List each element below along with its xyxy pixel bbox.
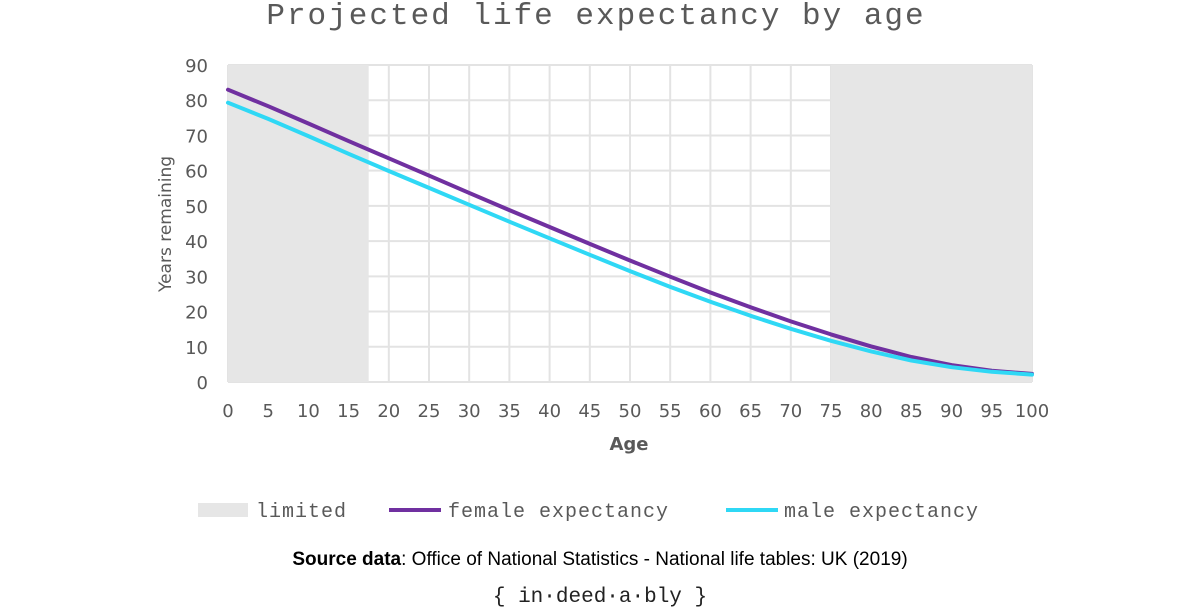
- y-tick-label: 60: [185, 162, 208, 183]
- x-tick-label: 40: [538, 401, 561, 422]
- y-tick-label: 0: [197, 373, 208, 394]
- x-tick-label: 35: [498, 401, 521, 422]
- x-tick-label: 55: [659, 401, 682, 422]
- x-axis-label: Age: [609, 434, 648, 455]
- x-axis-ticks: 0 5 10 15 20 25 30 35 40 45 50 55 60 65 70 75 80 85 90 95 10…: [222, 401, 1049, 422]
- legend-label: limited: [256, 501, 347, 524]
- legend: limited female expectancy male expectancy: [198, 501, 979, 524]
- chart-title: Projected life expectancy by age: [266, 0, 925, 34]
- x-tick-label: 10: [297, 401, 320, 422]
- y-axis-label: Years remaining: [156, 156, 176, 293]
- y-axis-ticks: 0 10 20 30 40 50 60 70 80 90: [185, 56, 208, 394]
- x-tick-label: 75: [820, 401, 843, 422]
- y-tick-label: 70: [185, 126, 208, 147]
- x-tick-label: 0: [222, 401, 233, 422]
- y-tick-label: 30: [185, 267, 208, 288]
- legend-label: female expectancy: [448, 501, 669, 524]
- x-tick-label: 15: [337, 401, 360, 422]
- limited-region: [831, 65, 1032, 382]
- source-label: Source data: [292, 549, 402, 570]
- x-tick-label: 60: [699, 401, 722, 422]
- legend-label: male expectancy: [784, 501, 979, 524]
- x-tick-label: 70: [779, 401, 802, 422]
- x-tick-label: 80: [860, 401, 883, 422]
- female-expectancy-line: [226, 87, 1034, 376]
- legend-swatch-limited: [198, 503, 248, 517]
- x-tick-label: 90: [940, 401, 963, 422]
- source-note: Source data: Office of National Statisti…: [0, 549, 1200, 571]
- x-tick-label: 5: [262, 401, 273, 422]
- y-tick-label: 10: [185, 338, 208, 359]
- brand-logo: { in·deed·a·bly }: [492, 586, 708, 609]
- x-tick-label: 65: [739, 401, 762, 422]
- x-tick-label: 85: [900, 401, 923, 422]
- x-tick-label: 20: [377, 401, 400, 422]
- x-tick-label: 95: [980, 401, 1003, 422]
- x-tick-label: 45: [578, 401, 601, 422]
- series-lines: [226, 87, 1034, 377]
- male-expectancy-line: [226, 100, 1034, 377]
- life-expectancy-chart: Projected life expectancy by age 0 10 20 30…: [156, 0, 1049, 524]
- x-tick-label: 25: [418, 401, 441, 422]
- y-tick-label: 50: [185, 197, 208, 218]
- y-tick-label: 90: [185, 56, 208, 77]
- source-text: : Office of National Statistics - Nation…: [401, 549, 908, 570]
- x-tick-label: 50: [619, 401, 642, 422]
- y-tick-label: 20: [185, 303, 208, 324]
- y-tick-label: 40: [185, 232, 208, 253]
- x-tick-label: 30: [458, 401, 481, 422]
- y-tick-label: 80: [185, 91, 208, 112]
- x-tick-label: 100: [1015, 401, 1049, 422]
